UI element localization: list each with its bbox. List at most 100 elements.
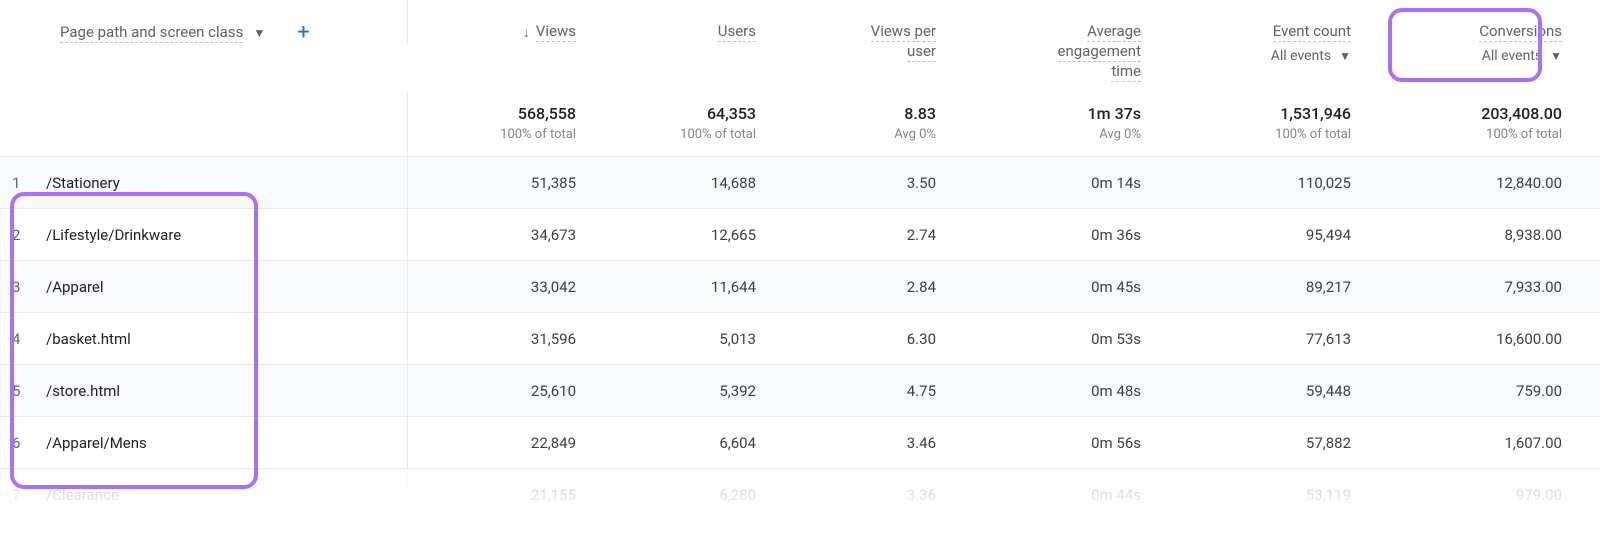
row-dimension-cell: 5 /store.html — [0, 365, 408, 416]
totals-cell-views: 568,558 100% of total — [408, 92, 598, 156]
row-page-path[interactable]: /Stationery — [46, 174, 120, 192]
column-header-views-per-user[interactable]: Views per user — [778, 0, 958, 72]
column-header-conversions[interactable]: Conversions All events ▼ — [1373, 0, 1590, 74]
cell-views-per-user: 6.30 — [778, 313, 958, 364]
row-page-path[interactable]: /Clearance — [46, 486, 119, 504]
cell-views: 21,155 — [408, 469, 598, 521]
row-dimension-cell: 6 /Apparel/Mens — [0, 417, 408, 468]
total-subtext: 100% of total — [1486, 127, 1562, 142]
table-body: 1 /Stationery 51,385 14,688 3.50 0m 14s … — [0, 157, 1600, 521]
column-label: Event count — [1273, 22, 1351, 42]
cell-event-count: 59,448 — [1163, 365, 1373, 416]
totals-dimension-cell — [0, 92, 408, 156]
table-row[interactable]: 2 /Lifestyle/Drinkware 34,673 12,665 2.7… — [0, 209, 1600, 261]
dimension-header-cell: Page path and screen class ▼ + — [0, 0, 408, 44]
column-label-line3: time — [1111, 62, 1141, 82]
totals-cell-engagement: 1m 37s Avg 0% — [958, 92, 1163, 156]
table-row[interactable]: 6 /Apparel/Mens 22,849 6,604 3.46 0m 56s… — [0, 417, 1600, 469]
table-row[interactable]: 5 /store.html 25,610 5,392 4.75 0m 48s 5… — [0, 365, 1600, 417]
row-index: 5 — [12, 382, 46, 400]
event-count-filter[interactable]: All events ▼ — [1271, 48, 1351, 64]
column-header-views[interactable]: ↓ Views — [408, 0, 598, 52]
cell-views-per-user: 3.46 — [778, 417, 958, 468]
total-value: 1m 37s — [1088, 104, 1141, 123]
chevron-down-icon: ▼ — [1550, 49, 1562, 63]
cell-event-count: 110,025 — [1163, 157, 1373, 208]
filter-label: All events — [1271, 48, 1331, 64]
cell-engagement-time: 0m 14s — [958, 157, 1163, 208]
column-label: Conversions — [1479, 22, 1562, 42]
cell-conversions: 8,938.00 — [1373, 209, 1590, 260]
total-value: 8.83 — [904, 104, 936, 123]
row-page-path[interactable]: /basket.html — [46, 330, 131, 348]
cell-views: 33,042 — [408, 261, 598, 312]
cell-views: 22,849 — [408, 417, 598, 468]
cell-event-count: 95,494 — [1163, 209, 1373, 260]
row-index: 7 — [12, 486, 46, 504]
row-dimension-cell: 7 /Clearance — [0, 469, 408, 521]
cell-views: 31,596 — [408, 313, 598, 364]
analytics-table: Page path and screen class ▼ + ↓ Views U… — [0, 0, 1600, 521]
row-dimension-cell: 3 /Apparel — [0, 261, 408, 312]
cell-engagement-time: 0m 45s — [958, 261, 1163, 312]
row-page-path[interactable]: /Lifestyle/Drinkware — [46, 226, 181, 244]
cell-views-per-user: 3.36 — [778, 469, 958, 521]
row-page-path[interactable]: /Apparel — [46, 278, 104, 296]
row-page-path[interactable]: /store.html — [46, 382, 120, 400]
cell-users: 11,644 — [598, 261, 778, 312]
table-row[interactable]: 7 /Clearance 21,155 6,280 3.36 0m 44s 53… — [0, 469, 1600, 521]
table-row[interactable]: 1 /Stationery 51,385 14,688 3.50 0m 14s … — [0, 157, 1600, 209]
row-index: 4 — [12, 330, 46, 348]
chevron-down-icon: ▼ — [1339, 49, 1351, 63]
cell-conversions: 7,933.00 — [1373, 261, 1590, 312]
total-subtext: Avg 0% — [894, 127, 936, 142]
column-header-engagement-time[interactable]: Average engagement time — [958, 0, 1163, 92]
column-label: Average — [1087, 22, 1141, 42]
row-page-path[interactable]: /Apparel/Mens — [46, 434, 147, 452]
total-value: 1,531,946 — [1280, 104, 1351, 123]
totals-cell-event-count: 1,531,946 100% of total — [1163, 92, 1373, 156]
cell-views-per-user: 4.75 — [778, 365, 958, 416]
column-header-users[interactable]: Users — [598, 0, 778, 52]
column-label-line2: user — [907, 42, 936, 62]
totals-cell-vpu: 8.83 Avg 0% — [778, 92, 958, 156]
cell-conversions: 16,600.00 — [1373, 313, 1590, 364]
cell-conversions: 1,607.00 — [1373, 417, 1590, 468]
cell-users: 12,665 — [598, 209, 778, 260]
total-subtext: 100% of total — [1275, 127, 1351, 142]
cell-event-count: 53,119 — [1163, 469, 1373, 521]
conversions-filter[interactable]: All events ▼ — [1482, 48, 1562, 64]
table-row[interactable]: 3 /Apparel 33,042 11,644 2.84 0m 45s 89,… — [0, 261, 1600, 313]
cell-views: 25,610 — [408, 365, 598, 416]
cell-users: 5,392 — [598, 365, 778, 416]
total-value: 203,408.00 — [1481, 104, 1562, 123]
cell-engagement-time: 0m 36s — [958, 209, 1163, 260]
total-subtext: 100% of total — [680, 127, 756, 142]
cell-views: 51,385 — [408, 157, 598, 208]
cell-views-per-user: 2.74 — [778, 209, 958, 260]
dimension-selector[interactable]: Page path and screen class — [60, 23, 243, 43]
row-dimension-cell: 1 /Stationery — [0, 157, 408, 208]
row-index: 1 — [12, 174, 46, 192]
cell-engagement-time: 0m 53s — [958, 313, 1163, 364]
cell-users: 6,280 — [598, 469, 778, 521]
cell-event-count: 57,882 — [1163, 417, 1373, 468]
add-dimension-button[interactable]: + — [297, 22, 309, 44]
filter-label: All events — [1482, 48, 1542, 64]
column-label: Users — [718, 22, 756, 42]
row-index: 2 — [12, 226, 46, 244]
cell-conversions: 979.00 — [1373, 469, 1590, 521]
chevron-down-icon[interactable]: ▼ — [253, 26, 265, 40]
cell-event-count: 89,217 — [1163, 261, 1373, 312]
cell-engagement-time: 0m 44s — [958, 469, 1163, 521]
cell-engagement-time: 0m 56s — [958, 417, 1163, 468]
cell-engagement-time: 0m 48s — [958, 365, 1163, 416]
cell-views: 34,673 — [408, 209, 598, 260]
cell-conversions: 12,840.00 — [1373, 157, 1590, 208]
cell-users: 6,604 — [598, 417, 778, 468]
column-label: Views per — [871, 22, 936, 42]
column-header-event-count[interactable]: Event count All events ▼ — [1163, 0, 1373, 74]
cell-users: 14,688 — [598, 157, 778, 208]
cell-users: 5,013 — [598, 313, 778, 364]
table-row[interactable]: 4 /basket.html 31,596 5,013 6.30 0m 53s … — [0, 313, 1600, 365]
